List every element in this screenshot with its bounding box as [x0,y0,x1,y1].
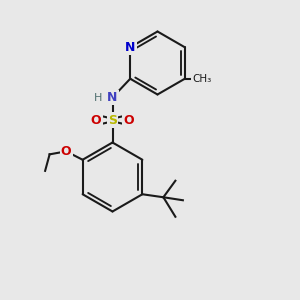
Text: CH₃: CH₃ [192,74,211,84]
Text: O: O [91,113,101,127]
Text: N: N [107,91,118,104]
Text: N: N [125,41,135,54]
Text: S: S [108,113,117,127]
Text: O: O [61,145,71,158]
Text: H: H [94,92,102,103]
Text: O: O [124,113,134,127]
